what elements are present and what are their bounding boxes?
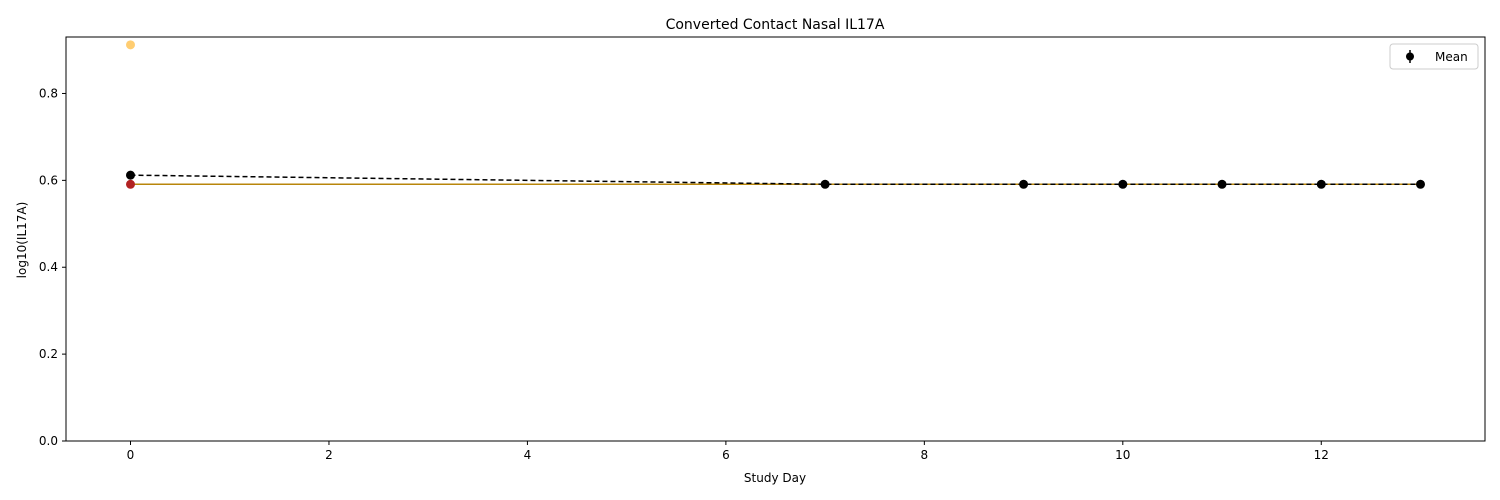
plot-area: 0 2 4 6 8 10 12 0.0 0.2 0.4 0.6 0.8	[39, 36, 1486, 462]
data-point-mean	[1118, 179, 1128, 189]
x-tick-label: 12	[1314, 448, 1329, 462]
data-point-mean	[1217, 179, 1227, 189]
data-point-mean	[1416, 179, 1425, 189]
axes-frame	[65, 36, 1486, 442]
legend-box	[1389, 43, 1479, 70]
x-tick-label: 0	[127, 448, 135, 462]
legend-label-mean: Mean	[1435, 50, 1468, 64]
data-point-red	[126, 179, 135, 189]
y-tick-label: 0.2	[39, 347, 58, 361]
y-tick-label: 0.8	[39, 86, 58, 100]
data-point-mean	[1019, 179, 1029, 189]
y-tick-label: 0.4	[39, 260, 58, 274]
x-tick-label: 4	[524, 448, 532, 462]
chart-title: Converted Contact Nasal IL17A	[666, 17, 885, 33]
x-tick-label: 10	[1115, 448, 1130, 462]
data-point-orange	[126, 40, 135, 50]
y-tick-label: 0.6	[39, 173, 58, 187]
x-tick-label: 8	[921, 448, 929, 462]
x-axis-label: Study Day	[744, 471, 806, 485]
x-tick-label: 6	[722, 448, 730, 462]
data-point-mean	[820, 179, 830, 189]
legend: Mean	[1389, 43, 1479, 70]
y-tick-label: 0.0	[39, 434, 58, 448]
legend-marker-icon	[1406, 52, 1414, 61]
y-axis-label: log10(IL17A)	[15, 202, 29, 279]
data-point-mean	[1316, 179, 1326, 189]
series-line-mean	[130, 174, 1421, 186]
x-tick-label: 2	[325, 448, 333, 462]
data-point-mean	[126, 170, 135, 180]
